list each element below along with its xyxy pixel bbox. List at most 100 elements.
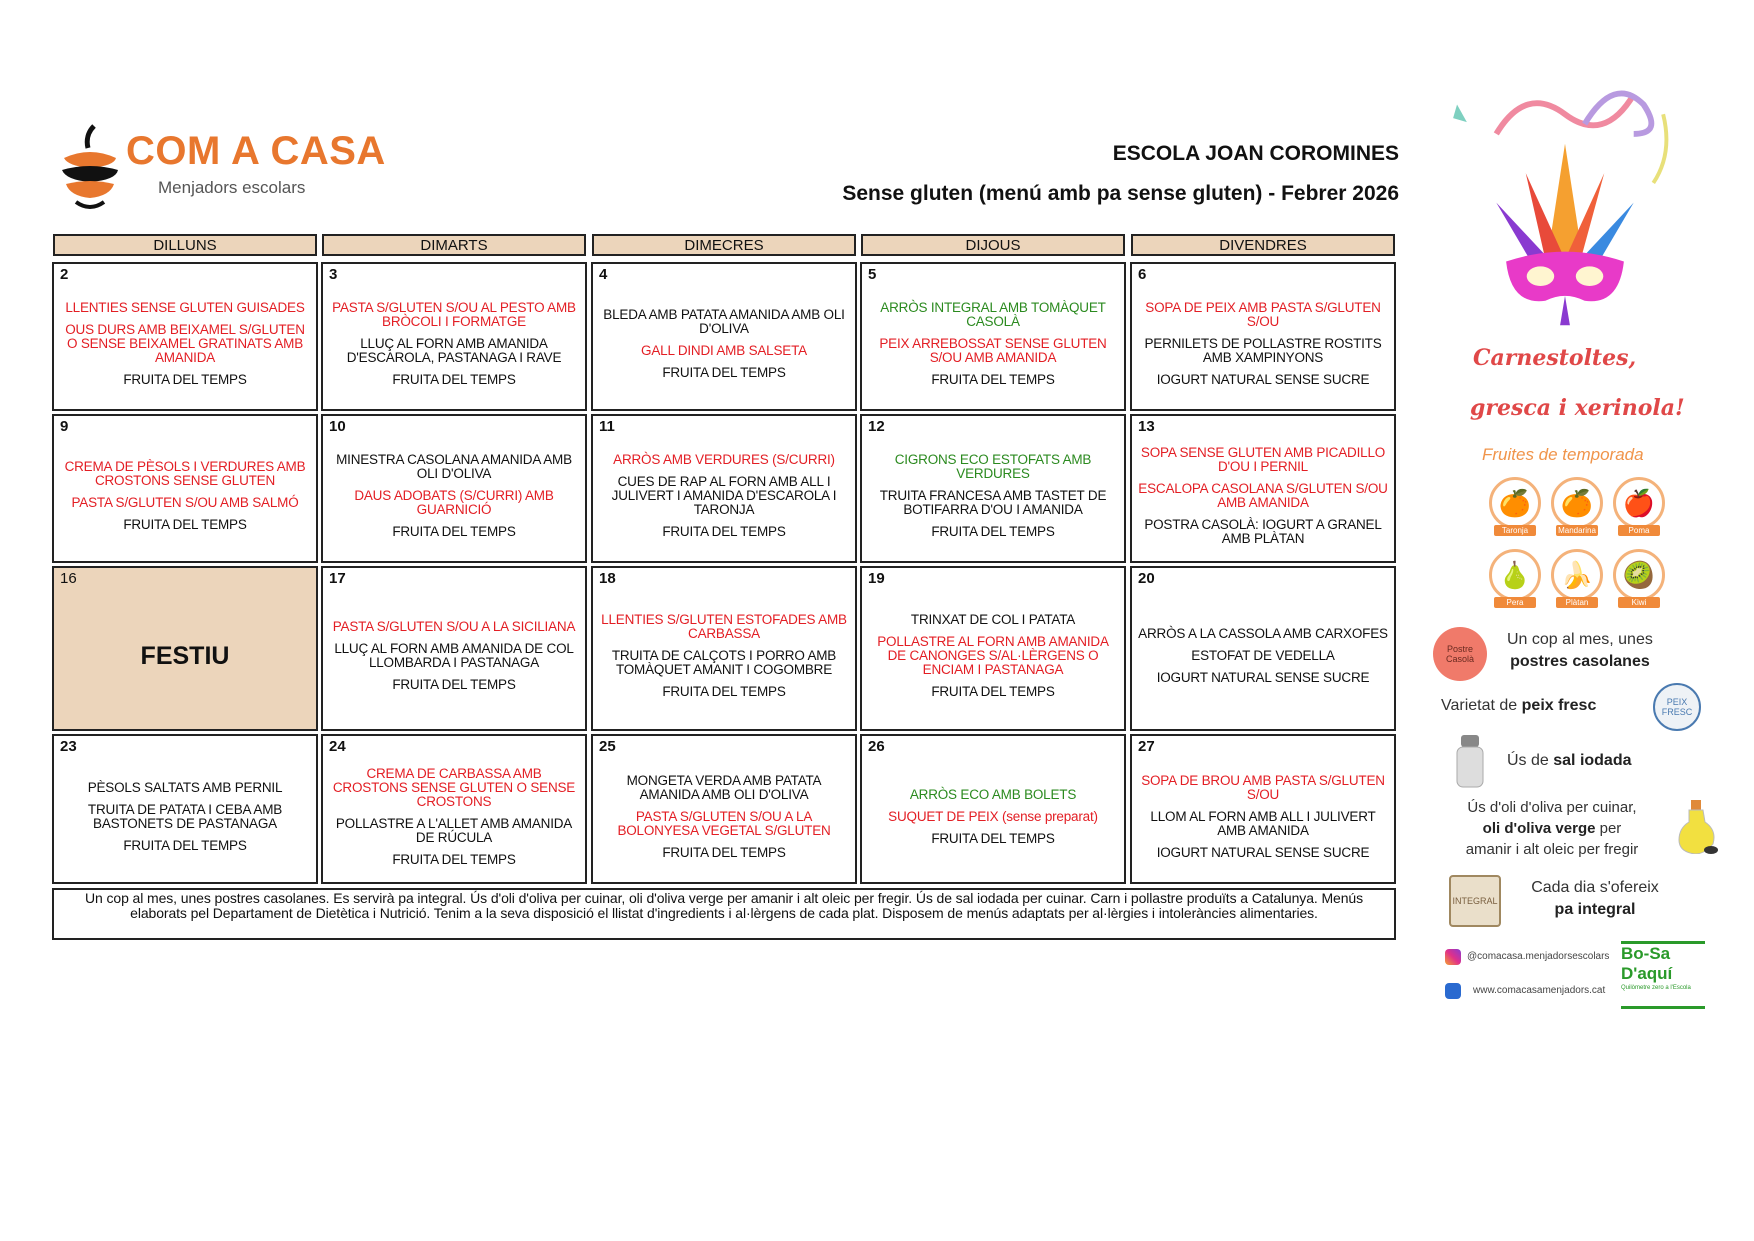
mandarin-icon: 🍊 Mandarina xyxy=(1551,477,1603,536)
day-number: 13 xyxy=(1138,418,1155,435)
dish: SOPA DE BROU AMB PASTA S/GLUTEN S/OU xyxy=(1141,772,1385,802)
dish: FRUITA DEL TEMPS xyxy=(392,677,516,692)
day-number: 18 xyxy=(599,570,616,587)
day-header-dilluns: DILLUNS xyxy=(53,234,317,256)
day-number: 2 xyxy=(60,266,69,283)
dish: GALL DINDI AMB SALSETA xyxy=(641,343,807,358)
dish: ESCALOPA CASOLANA S/GLUTEN S/OU AMB AMAN… xyxy=(1138,481,1388,510)
info-peix-bold: peix fresc xyxy=(1521,697,1597,714)
website-icon[interactable] xyxy=(1445,983,1461,999)
day-cell-2: 2 LLENTIES SENSE GLUTEN GUISADES OUS DURS … xyxy=(52,262,318,411)
dish: DAUS ADOBATS (S/CURRI) AMB GUARNICIÓ xyxy=(354,488,554,517)
day-cell-5: 5 ARRÒS INTEGRAL AMB TOMÀQUET CASOLÀ PEIX … xyxy=(860,262,1126,411)
dish: SUQUET DE PEIX (sense preparat) xyxy=(888,808,1098,824)
dish: FRUITA DEL TEMPS xyxy=(392,372,516,387)
day-header-divendres: DIVENDRES xyxy=(1131,234,1395,256)
peix-fresc-badge: PEIX FRESC xyxy=(1653,683,1701,731)
pear-icon: 🍐 Pera xyxy=(1489,549,1541,608)
day-number: 12 xyxy=(868,418,885,435)
info-oli: Ús d'oli d'oliva per cuinar, oli d'oliva… xyxy=(1437,797,1667,860)
day-number: 24 xyxy=(329,738,346,755)
dish: SOPA SENSE GLUTEN AMB PICADILLO D'OU I P… xyxy=(1140,445,1386,474)
olive-oil-icon xyxy=(1678,800,1718,854)
day-cell-26: 26 ARRÒS ECO AMB BOLETS SUQUET DE PEIX (se… xyxy=(860,734,1126,884)
dish: FRUITA DEL TEMPS xyxy=(662,684,786,699)
fruit-label: Poma xyxy=(1618,525,1660,536)
instagram-icon[interactable] xyxy=(1445,949,1461,965)
info-pa-line2: pa integral xyxy=(1554,901,1636,918)
dish: LLOM AL FORN AMB ALL I JULIVERT AMB AMAN… xyxy=(1150,808,1376,838)
dish: PASTA S/GLUTEN S/OU A LA SICILIANA xyxy=(332,619,576,634)
instagram-handle[interactable]: @comacasa.menjadorsescolars xyxy=(1467,951,1610,962)
school-name: ESCOLA JOAN COROMINES xyxy=(1112,142,1399,165)
footer-note: Un cop al mes, unes postres casolanes. E… xyxy=(52,888,1396,940)
day-cell-23: 23 PÈSOLS SALTATS AMB PERNIL TRUITA DE PAT… xyxy=(52,734,318,884)
day-number: 6 xyxy=(1138,266,1147,283)
dish: TRUITA DE CALÇOTS I PORRO AMB TOMÀQUET A… xyxy=(611,648,837,677)
sidebar: Carnestoltes, gresca i xerinola! Fruites… xyxy=(1425,75,1725,1015)
holiday-label: FESTIU xyxy=(140,642,230,670)
dish: LLENTIES SENSE GLUTEN GUISADES xyxy=(65,300,305,315)
dish: MINESTRA CASOLANA AMANIDA AMB OLI D'OLIV… xyxy=(336,452,572,481)
info-oli-line3: amanir i alt oleic per fregir xyxy=(1465,841,1639,858)
dish: CREMA DE PÈSOLS I VERDURES AMB CROSTONS … xyxy=(64,459,306,488)
info-sal-text: Ús de xyxy=(1507,752,1554,769)
dish: FRUITA DEL TEMPS xyxy=(123,837,247,853)
info-oli-bold: oli d'oliva verge xyxy=(1482,820,1596,837)
dish: FRUITA DEL TEMPS xyxy=(931,830,1055,846)
dish: FRUITA DEL TEMPS xyxy=(931,684,1055,699)
km0-logo-sub: Quilòmetre zero a l'Escola xyxy=(1621,985,1691,991)
day-cell-16: 16 FESTIU xyxy=(52,566,318,731)
day-cell-10: 10 MINESTRA CASOLANA AMANIDA AMB OLI D'OL… xyxy=(321,414,587,563)
day-number: 9 xyxy=(60,418,69,435)
dish: TRUITA FRANCESA AMB TASTET DE BOTIFARRA … xyxy=(879,488,1107,517)
info-oli-line1: Ús d'oli d'oliva per cuinar, xyxy=(1467,799,1637,816)
kiwi-icon: 🥝 Kiwi xyxy=(1613,549,1665,608)
dish: ESTOFAT DE VEDELLA xyxy=(1191,648,1335,663)
day-cell-6: 6 SOPA DE PEIX AMB PASTA S/GLUTEN S/OU PER… xyxy=(1130,262,1396,411)
day-cell-12: 12 CIGRONS ECO ESTOFATS AMB VERDURES TRUIT… xyxy=(860,414,1126,563)
dish: BLEDA AMB PATATA AMANIDA AMB OLI D'OLIVA xyxy=(603,307,845,336)
fruits-title: Fruites de temporada xyxy=(1482,445,1644,464)
dish: FRUITA DEL TEMPS xyxy=(123,372,247,387)
fruit-label: Mandarina xyxy=(1556,525,1598,536)
fruit-label: Plàtan xyxy=(1556,597,1598,608)
info-sal-bold: sal iodada xyxy=(1553,752,1632,769)
day-cell-4: 4 BLEDA AMB PATATA AMANIDA AMB OLI D'OLIV… xyxy=(591,262,857,411)
menu-subtitle: Sense gluten (menú amb pa sense gluten) … xyxy=(842,182,1399,205)
day-number: 26 xyxy=(868,738,885,755)
day-header-dijous: DIJOUS xyxy=(861,234,1125,256)
integral-badge: INTEGRAL xyxy=(1449,875,1501,927)
dish: PASTA S/GLUTEN S/OU A LA BOLONYESA VEGET… xyxy=(617,808,831,838)
day-number: 20 xyxy=(1138,570,1155,587)
day-header-dimarts: DIMARTS xyxy=(322,234,586,256)
carnival-mask-icon xyxy=(1453,90,1669,326)
dish: TRUITA DE PATATA I CEBA AMB BASTONETS DE… xyxy=(87,801,283,831)
dish: ARRÒS AMB VERDURES (S/CURRI) xyxy=(613,452,835,467)
carnival-title: Carnestoltes, xyxy=(1473,345,1637,371)
day-cell-25: 25 MONGETA VERDA AMB PATATA AMANIDA AMB O… xyxy=(591,734,857,884)
dish: PERNILETS DE POLLASTRE ROSTITS AMB XAMPI… xyxy=(1144,336,1382,365)
dish: PÈSOLS SALTATS AMB PERNIL xyxy=(87,779,283,795)
dish: FRUITA DEL TEMPS xyxy=(931,372,1055,387)
dish: FRUITA DEL TEMPS xyxy=(662,844,786,860)
fruit-label: Taronja xyxy=(1494,525,1536,536)
day-cell-13: 13 SOPA SENSE GLUTEN AMB PICADILLO D'OU I… xyxy=(1130,414,1396,563)
day-number: 16 xyxy=(60,570,77,587)
day-number: 3 xyxy=(329,266,338,283)
dish: CUES DE RAP AL FORN AMB ALL I JULIVERT I… xyxy=(611,474,837,517)
fruit-label: Kiwi xyxy=(1618,597,1660,608)
day-header-dimecres: DIMECRES xyxy=(592,234,856,256)
dish: POSTRA CASOLÀ: IOGURT A GRANEL AMB PLÀTA… xyxy=(1144,517,1382,546)
day-cell-27: 27 SOPA DE BROU AMB PASTA S/GLUTEN S/OU LL… xyxy=(1130,734,1396,884)
dish: LLUÇ AL FORN AMB AMANIDA D'ESCAROLA, PAS… xyxy=(346,336,562,365)
website-link[interactable]: www.comacasamenjadors.cat xyxy=(1473,985,1606,996)
day-cell-24: 24 CREMA DE CARBASSA AMB CROSTONS SENSE G… xyxy=(321,734,587,884)
km0-logo-text: Bo-Sa D'aquí xyxy=(1621,944,1673,983)
dish: IOGURT NATURAL SENSE SUCRE xyxy=(1156,670,1370,685)
apple-icon: 🍎 Poma xyxy=(1613,477,1665,536)
dish: PASTA S/GLUTEN S/OU AL PESTO AMB BRÒCOLI… xyxy=(332,300,576,329)
dish: ARRÒS A LA CASSOLA AMB CARXOFES xyxy=(1138,626,1388,641)
carnival-subtitle: gresca i xerinola! xyxy=(1470,395,1685,421)
info-oli-after: per xyxy=(1595,820,1622,837)
